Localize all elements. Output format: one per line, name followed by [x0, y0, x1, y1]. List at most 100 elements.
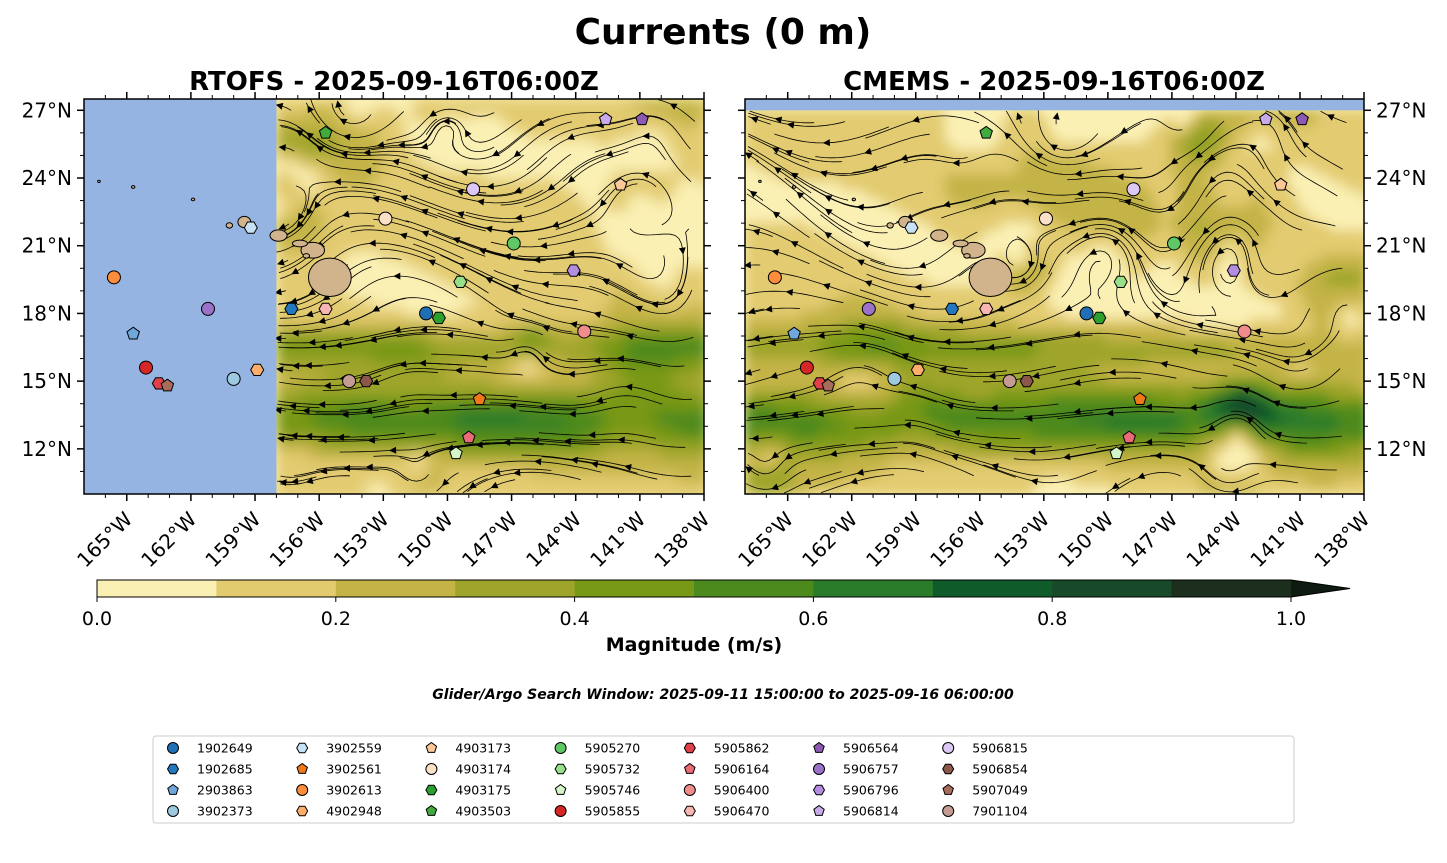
legend-entry-1902685: 1902685	[166, 762, 253, 777]
colorbar-segments	[96, 579, 1351, 598]
legend-entry-5906470: 5906470	[683, 804, 770, 819]
island-8	[130, 185, 136, 189]
legend-marker-5905732	[554, 763, 567, 775]
figure-title: Currents (0 m)	[575, 12, 872, 53]
colorbar-segment-2	[335, 580, 456, 597]
legend-marker-4903175	[425, 784, 438, 796]
legend-marker-5905746	[554, 783, 567, 795]
cmems-frame	[744, 98, 1365, 495]
xtick-label-rtofs-0: 165°W	[72, 507, 137, 572]
ytick-label-rtofs-5: 27°N	[22, 98, 72, 122]
xtick-label-cmems-0: 165°W	[733, 507, 798, 572]
colorbar-segment-7	[932, 580, 1053, 597]
island-3	[269, 229, 288, 242]
legend-entry-5905270: 5905270	[554, 741, 640, 756]
float-5905732	[453, 275, 468, 288]
legend-marker-5906814	[813, 804, 825, 816]
legend-label-5906815: 5906815	[972, 741, 1028, 756]
legend-entry-5906564: 5906564	[813, 741, 899, 756]
legend-entry-5907049: 5907049	[942, 783, 1028, 798]
island-8	[791, 185, 797, 189]
legend-label-3902561: 3902561	[326, 762, 382, 777]
float-5905855	[799, 360, 814, 375]
legend-marker-7901104	[942, 805, 955, 817]
ytick-label-cmems-5: 27°N	[1376, 98, 1426, 122]
float-5906854	[1019, 375, 1034, 388]
float-5906470	[979, 302, 994, 315]
legend-entry-5906814: 5906814	[813, 804, 899, 819]
legend-entry-4903174: 4903174	[425, 762, 511, 777]
float-4902948	[250, 363, 265, 376]
float-5907049	[160, 378, 175, 392]
legend-entry-3902373: 3902373	[167, 804, 253, 819]
float-3902561	[1133, 392, 1147, 405]
xtick-label-rtofs-7: 144°W	[521, 507, 586, 572]
float-5906814	[598, 112, 613, 126]
legend-entry-7901104: 7901104	[942, 804, 1028, 819]
island-0	[307, 257, 352, 298]
float-5906757	[861, 301, 876, 316]
float-4903173	[1274, 177, 1288, 191]
legend-marker-5906815	[942, 742, 955, 754]
colorbar-extend-arrow	[1291, 580, 1350, 597]
float-5906470	[318, 302, 333, 315]
xtick-label-cmems-5: 150°W	[1053, 507, 1118, 572]
legend-marker-5906796	[812, 784, 826, 796]
legend-marker-5905270	[554, 742, 567, 754]
float-2903863	[126, 326, 140, 340]
xtick-label-rtofs-9: 138°W	[649, 507, 714, 572]
rtofs-panel-title: RTOFS - 2025-09-16T06:00Z	[189, 67, 599, 97]
island-3	[930, 229, 949, 242]
legend-marker-2903863	[167, 783, 179, 795]
colorbar-segment-1	[216, 580, 337, 597]
xtick-label-cmems-8: 141°W	[1245, 507, 1310, 572]
legend-label-5906470: 5906470	[714, 804, 770, 819]
colorbar-tick-label-1: 0.2	[321, 608, 351, 630]
legend-entry-1902649: 1902649	[167, 741, 253, 756]
legend-entry-5905746: 5905746	[554, 783, 641, 798]
float-5907049	[821, 378, 835, 392]
legend-marker-4903174	[425, 763, 438, 775]
float-4902948	[910, 363, 925, 376]
ytick-label-cmems-0: 12°N	[1376, 437, 1426, 461]
ytick-label-rtofs-4: 24°N	[22, 166, 72, 190]
legend-entry-5906854: 5906854	[942, 762, 1028, 777]
island-2	[952, 239, 969, 248]
float-5906164	[462, 430, 476, 444]
legend-entry-4903175: 4903175	[425, 783, 511, 798]
legend-entry-3902613: 3902613	[296, 783, 382, 798]
island-5	[225, 222, 234, 229]
legend-label-5905732: 5905732	[585, 762, 641, 777]
float-5906564	[1295, 112, 1309, 126]
legend-label-5906796: 5906796	[843, 783, 899, 798]
float-5906814	[1259, 112, 1273, 126]
xtick-label-rtofs-8: 141°W	[585, 507, 650, 572]
float-1902685	[944, 302, 960, 315]
legend-marker-3902559	[296, 742, 309, 754]
float-1902685	[284, 302, 299, 315]
legend-label-5905746: 5905746	[585, 783, 641, 798]
float-4903503	[318, 125, 333, 139]
legend-entry-5906757: 5906757	[813, 762, 899, 777]
legend-label-2903863: 2903863	[197, 783, 253, 798]
legend-label-4903173: 4903173	[455, 741, 511, 756]
legend-label-3902559: 3902559	[326, 741, 382, 756]
xtick-label-rtofs-2: 159°W	[200, 507, 265, 572]
legend-label-4903174: 4903174	[455, 762, 511, 777]
ytick-label-rtofs-3: 21°N	[22, 234, 72, 258]
xtick-label-cmems-6: 147°W	[1117, 507, 1182, 572]
legend-label-5906564: 5906564	[843, 741, 899, 756]
float-5906400	[577, 324, 592, 339]
ytick-label-rtofs-2: 18°N	[22, 301, 72, 325]
float-1902649	[419, 306, 434, 321]
float-5906564	[635, 112, 649, 126]
colorbar-segment-8	[1052, 580, 1173, 597]
ytick-label-cmems-2: 18°N	[1376, 301, 1426, 325]
legend-marker-4903173	[425, 741, 438, 753]
rtofs-frame	[83, 98, 705, 495]
legend-label-5907049: 5907049	[972, 783, 1028, 798]
cmems-panel: CMEMS - 2025-09-16T06:00Z 165°W 162°W 159°…	[733, 67, 1426, 572]
island-2	[291, 239, 308, 248]
float-3902561	[472, 392, 487, 405]
